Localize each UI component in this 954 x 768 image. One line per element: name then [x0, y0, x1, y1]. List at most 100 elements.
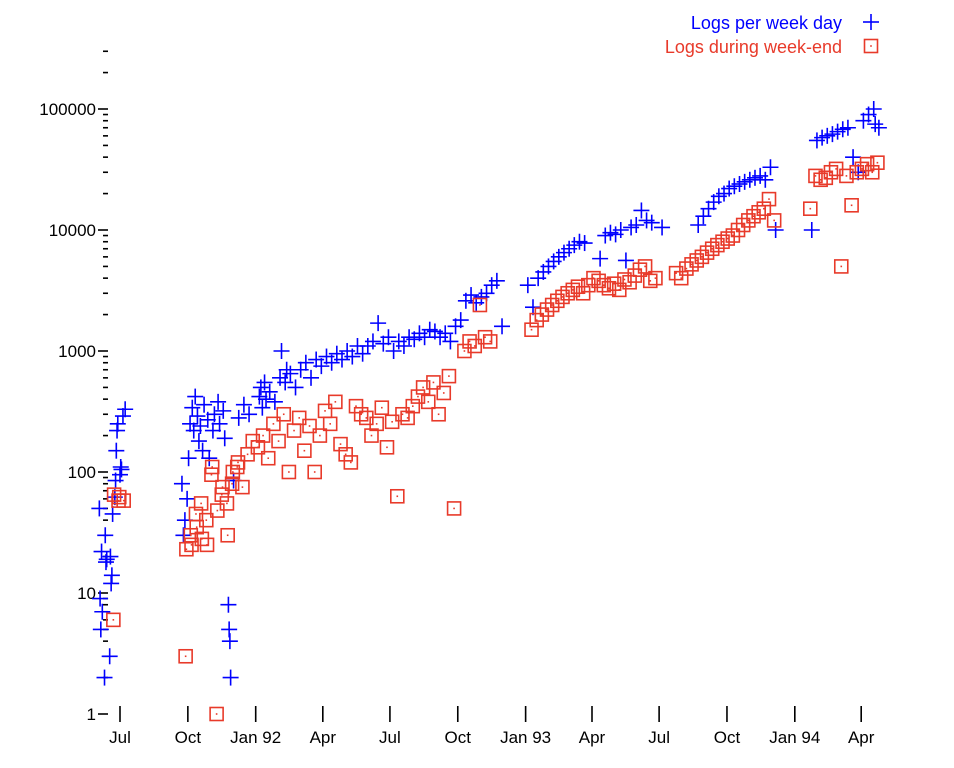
data-point-weekday: [690, 216, 707, 233]
data-point-weekday: [241, 406, 258, 423]
data-point-weekday: [190, 433, 207, 450]
data-point-weekday: [592, 250, 609, 267]
data-point-weekend: [462, 334, 477, 349]
data-point-weekday: [92, 621, 109, 638]
data-point-weekend: [193, 496, 209, 511]
data-point-weekend: [802, 201, 818, 216]
series-weekend: [106, 155, 885, 722]
data-point-weekend: [276, 406, 292, 422]
data-point-weekend: [534, 307, 550, 322]
data-point-weekend: [199, 537, 215, 553]
legend-square-marker: [863, 38, 879, 54]
data-point-weekday: [333, 351, 350, 368]
data-point-weekend: [746, 208, 761, 224]
data-point-weekend: [219, 496, 235, 511]
data-point-weekend: [260, 450, 276, 466]
data-point-weekend: [431, 406, 446, 422]
data-point-weekday: [175, 527, 192, 544]
data-point-weekend: [204, 459, 220, 475]
plot-area: [91, 101, 887, 722]
data-point-weekday: [762, 159, 779, 176]
data-point-weekday: [845, 149, 862, 166]
data-point-weekday: [92, 590, 109, 607]
data-point-weekday: [767, 222, 784, 238]
data-point-weekend: [348, 398, 364, 414]
x-axis: Jul Oct Jan 92 Apr Jul Oct Jan 93 Apr Jul Oct Jan …: [109, 706, 875, 747]
data-point-weekday: [757, 171, 774, 188]
data-point-weekday: [258, 391, 275, 408]
data-point-weekend: [286, 423, 302, 438]
data-point-weekend: [178, 648, 193, 664]
data-point-weekend: [823, 164, 839, 180]
data-point-weekend: [751, 205, 766, 220]
data-point-weekend: [220, 527, 235, 543]
data-point-weekday: [210, 393, 227, 410]
data-point-weekend: [436, 385, 452, 401]
data-point-weekend: [198, 512, 214, 528]
data-point-weekend: [426, 375, 441, 390]
data-point-weekday: [442, 333, 459, 350]
x-tick-label: Oct: [714, 728, 741, 747]
data-point-weekend: [297, 443, 312, 458]
data-point-weekend: [281, 464, 297, 480]
data-point-weekend: [410, 389, 426, 404]
data-point-weekday: [206, 406, 223, 423]
data-point-weekday: [91, 500, 108, 517]
data-point-weekday: [865, 101, 882, 117]
legend-marker-weekday: [863, 14, 879, 30]
data-point-weekday: [303, 369, 320, 386]
data-point-weekend: [648, 270, 663, 286]
data-point-weekday: [104, 505, 121, 522]
x-tick-label: Oct: [445, 728, 472, 747]
data-point-weekend: [611, 282, 627, 298]
data-point-weekend: [353, 406, 369, 422]
data-point-weekday: [278, 361, 295, 378]
data-point-weekday: [380, 329, 397, 346]
data-point-weekday: [488, 272, 505, 289]
data-point-weekday: [370, 315, 387, 332]
data-point-weekend: [379, 440, 395, 455]
data-point-weekday: [867, 116, 884, 133]
data-point-weekday: [180, 450, 197, 467]
data-point-weekend: [374, 400, 390, 415]
data-point-weekend: [111, 489, 127, 505]
x-tick-label: Apr: [848, 728, 875, 747]
y-axis: 1 10 100 1000 10000 100000: [39, 50, 108, 724]
data-point-weekend: [266, 416, 281, 432]
legend-marker-weekend: [863, 38, 879, 54]
data-point-weekend: [849, 164, 865, 180]
data-point-weekend: [106, 612, 121, 628]
data-point-weekday: [102, 548, 119, 565]
data-point-weekend: [642, 273, 658, 289]
data-point-weekend: [364, 428, 379, 443]
data-point-weekend: [808, 168, 823, 184]
data-point-weekday: [576, 235, 593, 252]
data-point-weekday: [839, 119, 856, 136]
data-point-weekday: [519, 277, 536, 294]
data-point-weekend: [544, 297, 560, 313]
data-point-weekend: [679, 261, 694, 276]
data-point-weekend: [565, 282, 581, 298]
x-tick-label: Apr: [310, 728, 337, 747]
data-point-weekday: [261, 383, 278, 400]
x-tick-label: Jan 93: [500, 728, 551, 747]
data-point-weekend: [209, 706, 224, 722]
data-point-weekend: [699, 245, 715, 260]
data-point-weekend: [343, 455, 359, 470]
y-tick-label: 10000: [49, 221, 96, 240]
data-point-weekend: [689, 253, 705, 268]
data-point-weekday: [201, 450, 218, 467]
data-point-weekday: [633, 202, 650, 219]
data-point-weekend: [550, 293, 565, 309]
data-point-weekday: [230, 409, 247, 426]
data-point-weekday: [395, 337, 412, 354]
data-point-weekday: [194, 442, 211, 459]
x-tick-label: Jul: [379, 728, 401, 747]
data-point-weekend: [730, 222, 746, 238]
data-point-weekday: [173, 475, 190, 492]
data-point-weekday: [287, 379, 304, 396]
data-point-weekend: [415, 380, 431, 395]
data-point-weekday: [114, 408, 131, 425]
data-point-weekday: [256, 374, 273, 391]
data-point-weekday: [628, 216, 645, 233]
